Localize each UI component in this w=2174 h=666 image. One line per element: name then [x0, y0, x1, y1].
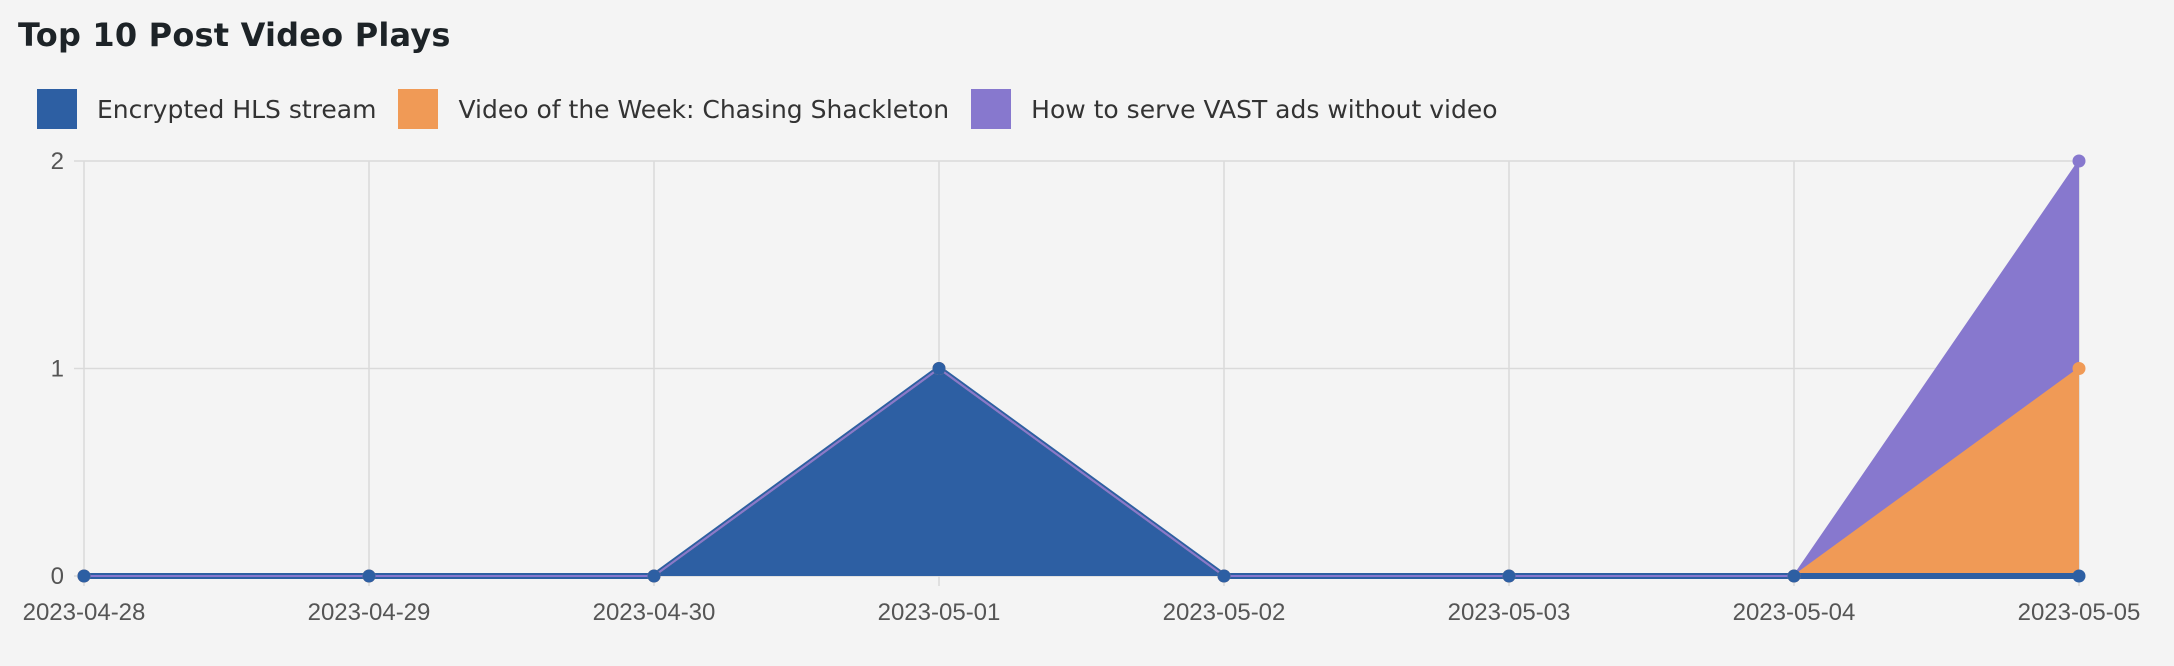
- x-tick-label: 2023-04-29: [308, 599, 431, 626]
- legend-item-video-of-the-week[interactable]: Video of the Week: Chasing Shackleton: [398, 89, 949, 129]
- data-point-series-0: [362, 569, 376, 583]
- legend-swatch-vast-ads: [971, 89, 1012, 129]
- data-point-series-0: [1217, 569, 1231, 583]
- x-tick-label: 2023-05-01: [878, 599, 1001, 626]
- legend-item-encrypted-hls[interactable]: Encrypted HLS stream: [37, 89, 376, 129]
- y-tick-label: 0: [51, 563, 64, 590]
- x-tick-label: 2023-05-05: [2018, 599, 2141, 626]
- legend-swatch-video-of-the-week: [398, 89, 439, 129]
- data-point-series-0: [932, 362, 946, 375]
- area-series-1: [84, 368, 2079, 576]
- legend-item-vast-ads[interactable]: How to serve VAST ads without video: [971, 89, 1498, 129]
- chart-title: Top 10 Post Video Plays: [18, 16, 451, 54]
- x-tick-label: 2023-04-30: [593, 599, 716, 626]
- legend-label-encrypted-hls: Encrypted HLS stream: [97, 94, 377, 124]
- data-point-series-0: [647, 569, 661, 583]
- data-point-series-0: [2072, 569, 2086, 583]
- legend-label-video-of-the-week: Video of the Week: Chasing Shackleton: [458, 94, 950, 124]
- x-tick-label: 2023-04-28: [23, 599, 146, 626]
- chart-legend: Encrypted HLS stream Video of the Week: …: [37, 88, 1520, 130]
- data-point-series-2: [2072, 154, 2086, 168]
- x-tick-label: 2023-05-04: [1733, 599, 1856, 626]
- data-point-series-1: [2072, 362, 2086, 375]
- y-tick-label: 1: [51, 356, 64, 383]
- x-tick-label: 2023-05-02: [1163, 599, 1286, 626]
- x-tick-label: 2023-05-03: [1448, 599, 1571, 626]
- legend-label-vast-ads: How to serve VAST ads without video: [1031, 94, 1498, 124]
- y-tick-label: 2: [51, 148, 64, 175]
- legend-swatch-encrypted-hls: [37, 89, 77, 129]
- line-series-2: [84, 160, 2080, 577]
- data-point-series-0: [1787, 569, 1801, 583]
- data-point-series-0: [77, 569, 91, 583]
- data-point-series-0: [1502, 569, 1516, 583]
